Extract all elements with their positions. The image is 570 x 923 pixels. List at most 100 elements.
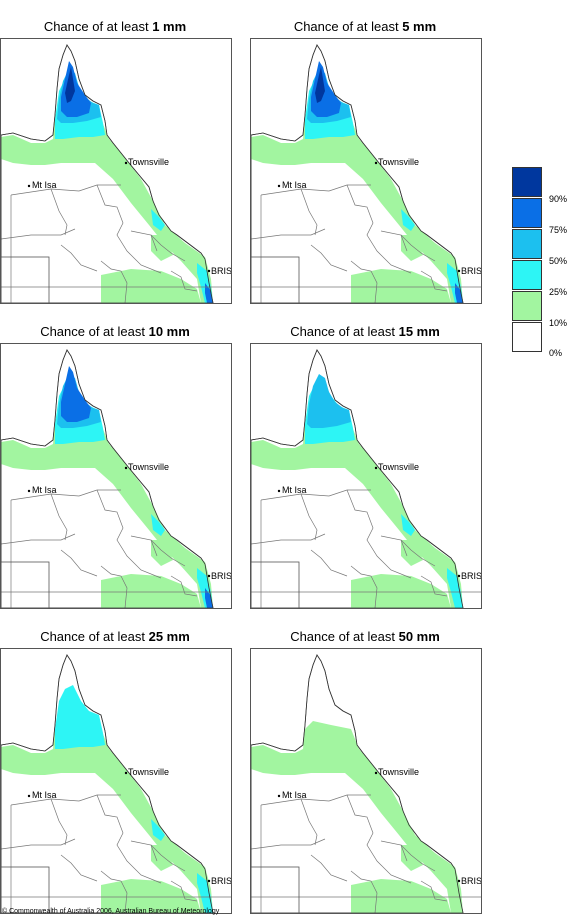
district-boundary: [170, 575, 198, 597]
coastline: [251, 44, 464, 303]
district-boundary: [346, 794, 412, 884]
district-boundary: [420, 270, 448, 292]
district-boundary: [50, 188, 68, 236]
panel-title: Chance of at least 5 mm: [250, 19, 480, 34]
queensland-land: [1, 349, 214, 608]
inset-box: [251, 256, 300, 303]
town-marker: [374, 771, 378, 775]
district-boundary: [10, 489, 121, 501]
probability-area: [151, 209, 165, 231]
district-boundary: [1, 838, 76, 850]
coastline: [1, 654, 214, 913]
district-boundary: [100, 870, 128, 913]
district-boundary: [346, 184, 412, 274]
probability-area: [151, 540, 173, 566]
probability-area: [1, 416, 213, 608]
panel-title: Chance of at least 10 mm: [0, 324, 230, 339]
brisbane-label: BRIS: [461, 571, 482, 581]
legend-tick-0: 0%: [549, 348, 563, 358]
district-boundary: [260, 184, 371, 196]
legend-tick-90: 90%: [549, 194, 568, 204]
probability-area: [455, 283, 463, 303]
district-boundary: [130, 840, 158, 862]
legend-swatch-75: [512, 198, 542, 228]
town-marker: [207, 269, 211, 273]
district-boundary: [1, 228, 76, 240]
brisbane-label: BRIS: [211, 266, 232, 276]
coastline: [1, 44, 214, 303]
district-boundary: [170, 880, 198, 902]
probability-area: [401, 235, 423, 261]
district-boundary: [150, 234, 186, 262]
panel-title-prefix: Chance of at least: [40, 629, 149, 644]
townsville-label: Townsville: [378, 157, 420, 167]
panel-title: Chance of at least 15 mm: [250, 324, 480, 339]
townsville-label: Townsville: [378, 462, 420, 472]
probability-area: [307, 374, 351, 428]
rainfall-map: Townsville Mt Isa BRIS: [250, 38, 482, 304]
town-marker: [457, 574, 461, 578]
legend-swatch-10: [512, 291, 542, 321]
district-boundary: [10, 794, 121, 806]
district-boundary: [96, 489, 162, 579]
brisbane-label: BRIS: [461, 876, 482, 886]
district-boundary: [100, 260, 128, 303]
queensland-land: [251, 654, 464, 913]
district-boundary: [310, 549, 348, 577]
town-marker: [277, 489, 281, 493]
probability-area: [205, 283, 213, 303]
queensland-land: [1, 654, 214, 913]
town-marker: [124, 161, 128, 165]
district-boundary: [310, 244, 348, 272]
legend-tick-75: 75%: [549, 225, 568, 235]
townsville-label: Townsville: [378, 767, 420, 777]
probability-area: [401, 540, 423, 566]
panel-title-prefix: Chance of at least: [43, 19, 153, 34]
town-marker: [374, 161, 378, 165]
town-marker: [277, 794, 281, 798]
map-svg: [251, 654, 481, 913]
town-marker: [374, 466, 378, 470]
panel-title-amount: 15 mm: [398, 324, 440, 339]
probability-area: [151, 514, 165, 536]
legend-swatch-0: [512, 322, 542, 352]
panel-title: Chance of at least 50 mm: [250, 629, 480, 644]
legend-swatch-50: [512, 229, 542, 259]
panel-title-amount: 5 mm: [402, 19, 437, 34]
district-boundary: [380, 230, 408, 252]
probability-area: [1, 721, 213, 913]
district-boundary: [260, 794, 371, 806]
probability-area: [1, 111, 213, 303]
district-boundary: [100, 565, 128, 608]
probability-area: [205, 588, 213, 608]
probability-area: [251, 416, 463, 608]
panel-title-prefix: Chance of at least: [290, 629, 399, 644]
panel-title-amount: 1 mm: [152, 19, 187, 34]
inset-box: [1, 256, 50, 303]
district-boundary: [350, 565, 378, 608]
queensland-land: [1, 44, 214, 303]
panel-title-prefix: Chance of at least: [40, 324, 149, 339]
map-svg: [251, 44, 481, 303]
district-boundary: [350, 870, 378, 913]
probability-area: [197, 873, 213, 913]
district-boundary: [380, 840, 408, 862]
coastline: [251, 654, 464, 913]
probability-area: [55, 685, 105, 749]
district-boundary: [310, 854, 348, 882]
probability-area: [401, 209, 415, 231]
probability-area: [61, 366, 91, 422]
rainfall-map: Townsville Mt Isa BRIS: [0, 648, 232, 914]
probability-area: [251, 111, 463, 303]
panel-title: Chance of at least 1 mm: [0, 19, 230, 34]
queensland-land: [251, 349, 464, 608]
legend-tick-25: 25%: [549, 287, 568, 297]
panel-title-prefix: Chance of at least: [293, 19, 403, 34]
district-boundary: [60, 854, 98, 882]
coastline: [251, 349, 464, 608]
town-marker: [124, 771, 128, 775]
town-marker: [27, 184, 31, 188]
district-boundary: [400, 539, 436, 567]
mt-isa-label: Mt Isa: [282, 180, 307, 190]
district-boundary: [10, 184, 121, 196]
